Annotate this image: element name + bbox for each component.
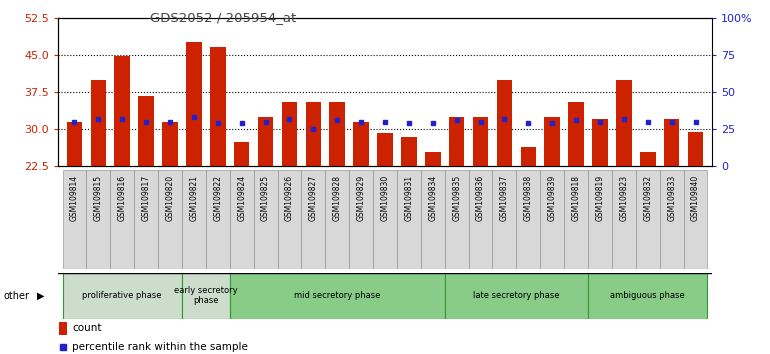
Text: GSM109824: GSM109824 xyxy=(237,175,246,221)
Bar xyxy=(449,117,464,166)
Bar xyxy=(377,133,393,166)
Bar xyxy=(568,102,584,166)
Bar xyxy=(229,273,445,319)
Bar xyxy=(688,132,703,166)
Bar xyxy=(636,170,660,269)
Text: other: other xyxy=(4,291,30,301)
Text: proliferative phase: proliferative phase xyxy=(82,291,162,300)
Bar xyxy=(588,273,708,319)
Text: GSM109828: GSM109828 xyxy=(333,175,342,221)
Text: GSM109820: GSM109820 xyxy=(166,175,175,221)
Bar xyxy=(325,170,349,269)
Text: GSM109837: GSM109837 xyxy=(500,175,509,221)
Bar xyxy=(445,273,588,319)
Text: GSM109822: GSM109822 xyxy=(213,175,223,221)
Bar xyxy=(497,80,512,166)
Bar xyxy=(521,147,536,166)
Bar xyxy=(91,80,106,166)
Text: GDS2052 / 205954_at: GDS2052 / 205954_at xyxy=(150,11,296,24)
Bar xyxy=(473,117,488,166)
Bar xyxy=(616,80,631,166)
Bar xyxy=(664,119,679,166)
Bar xyxy=(640,152,655,166)
Bar xyxy=(684,170,708,269)
Bar xyxy=(306,102,321,166)
Bar xyxy=(277,170,301,269)
Bar xyxy=(421,170,445,269)
Bar xyxy=(110,170,134,269)
Bar xyxy=(564,170,588,269)
Text: GSM109838: GSM109838 xyxy=(524,175,533,221)
Text: late secretory phase: late secretory phase xyxy=(473,291,560,300)
Text: GSM109833: GSM109833 xyxy=(667,175,676,221)
Bar xyxy=(182,170,206,269)
Bar xyxy=(134,170,158,269)
Bar xyxy=(330,102,345,166)
Bar xyxy=(210,47,226,166)
Bar xyxy=(401,137,417,166)
Text: GSM109830: GSM109830 xyxy=(380,175,390,221)
Bar xyxy=(592,119,608,166)
Bar xyxy=(588,170,612,269)
Text: GSM109816: GSM109816 xyxy=(118,175,127,221)
Text: GSM109818: GSM109818 xyxy=(571,175,581,221)
Bar xyxy=(115,56,130,166)
Bar xyxy=(62,170,86,269)
Text: GSM109835: GSM109835 xyxy=(452,175,461,221)
Bar xyxy=(544,117,560,166)
Bar xyxy=(349,170,373,269)
Bar xyxy=(397,170,421,269)
Text: GSM109826: GSM109826 xyxy=(285,175,294,221)
Text: GSM109814: GSM109814 xyxy=(70,175,79,221)
Bar xyxy=(445,170,469,269)
Bar xyxy=(253,170,277,269)
Bar xyxy=(139,96,154,166)
Bar xyxy=(206,170,229,269)
Bar xyxy=(282,102,297,166)
Text: ambiguous phase: ambiguous phase xyxy=(611,291,685,300)
Bar xyxy=(86,170,110,269)
Bar xyxy=(258,117,273,166)
Bar xyxy=(158,170,182,269)
Text: GSM109832: GSM109832 xyxy=(643,175,652,221)
Bar xyxy=(469,170,493,269)
Text: GSM109840: GSM109840 xyxy=(691,175,700,221)
Bar xyxy=(425,152,440,166)
Bar xyxy=(62,273,182,319)
Bar xyxy=(182,273,229,319)
Text: GSM109819: GSM109819 xyxy=(595,175,604,221)
Bar xyxy=(541,170,564,269)
Bar xyxy=(493,170,517,269)
Bar xyxy=(229,170,253,269)
Text: GSM109815: GSM109815 xyxy=(94,175,103,221)
Text: GSM109834: GSM109834 xyxy=(428,175,437,221)
Text: GSM109825: GSM109825 xyxy=(261,175,270,221)
Text: GSM109839: GSM109839 xyxy=(547,175,557,221)
Text: GSM109827: GSM109827 xyxy=(309,175,318,221)
Bar xyxy=(186,42,202,166)
Bar xyxy=(353,122,369,166)
Bar xyxy=(517,170,541,269)
Text: ▶: ▶ xyxy=(37,291,45,301)
Bar xyxy=(660,170,684,269)
Text: mid secretory phase: mid secretory phase xyxy=(294,291,380,300)
Bar xyxy=(301,170,325,269)
Text: GSM109836: GSM109836 xyxy=(476,175,485,221)
Bar xyxy=(67,122,82,166)
Text: early secretory
phase: early secretory phase xyxy=(174,286,238,305)
Text: GSM109823: GSM109823 xyxy=(619,175,628,221)
Bar xyxy=(373,170,397,269)
Bar xyxy=(59,322,67,335)
Text: GSM109817: GSM109817 xyxy=(142,175,151,221)
Text: percentile rank within the sample: percentile rank within the sample xyxy=(72,342,248,352)
Text: GSM109821: GSM109821 xyxy=(189,175,199,221)
Text: GSM109829: GSM109829 xyxy=(357,175,366,221)
Bar xyxy=(234,142,249,166)
Bar xyxy=(612,170,636,269)
Text: count: count xyxy=(72,323,102,333)
Bar xyxy=(162,122,178,166)
Text: GSM109831: GSM109831 xyxy=(404,175,413,221)
